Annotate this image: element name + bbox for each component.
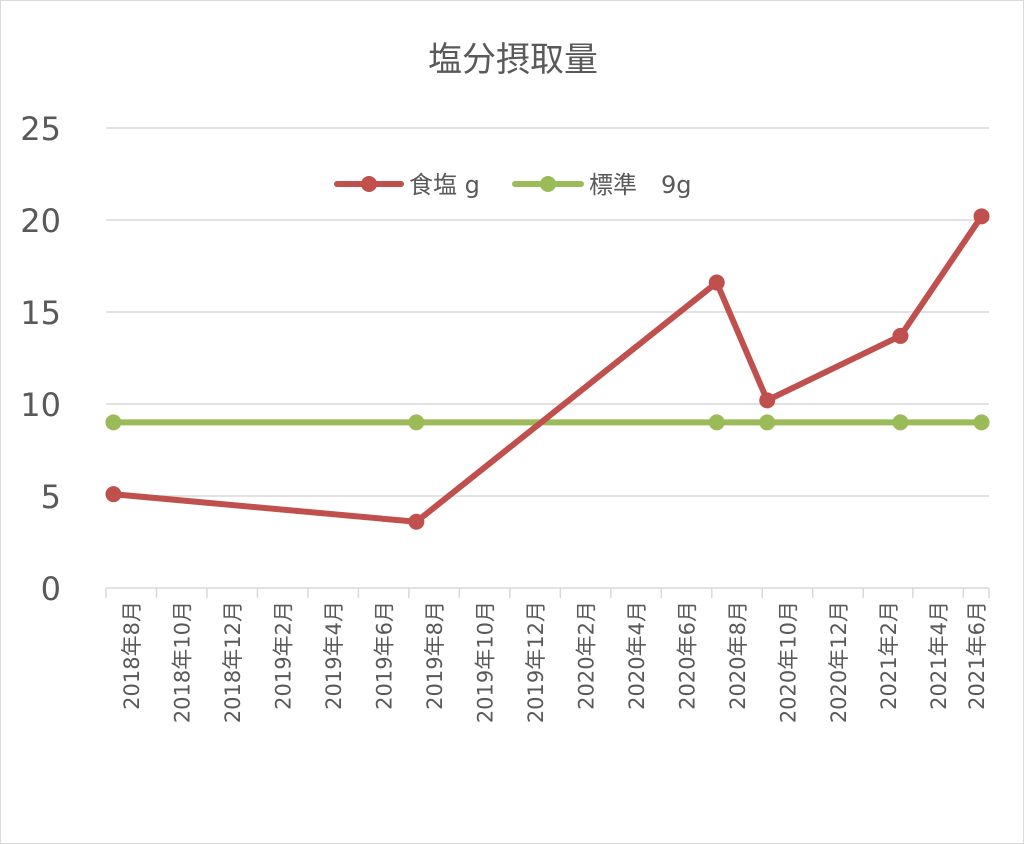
data-point-1: [105, 414, 122, 431]
data-point-0: [708, 274, 725, 291]
x-axis: 2018年8月 2018年10月 2018年12月 2019年2月 2019年4月 201…: [105, 588, 990, 723]
data-point-0: [408, 513, 425, 530]
y-tick-label: 20: [20, 202, 61, 240]
x-tick-label: 2018年12月: [221, 601, 245, 723]
x-tick-label: 2020年10月: [776, 601, 800, 723]
x-tick-label: 2019年10月: [474, 601, 498, 723]
legend-label: 標準 9g: [589, 171, 692, 199]
data-point-1: [759, 414, 776, 431]
x-tick-label: 2021年2月: [877, 601, 901, 710]
legend: 食塩 g 標準 9g: [334, 171, 692, 199]
x-tick-label: 2019年6月: [373, 601, 397, 710]
series-line-0: [110, 213, 985, 525]
y-tick-label: 15: [20, 294, 61, 332]
data-point-0: [892, 327, 909, 344]
x-tick-label: 2019年12月: [524, 601, 548, 723]
grid: [106, 127, 989, 589]
data-point-1: [408, 414, 425, 431]
data-point-0: [759, 392, 776, 409]
data-point-1: [892, 414, 909, 431]
series-group: [105, 208, 990, 530]
y-tick-label: 10: [20, 386, 61, 424]
x-tick-label: 2021年4月: [927, 601, 951, 710]
x-tick-label: 2020年6月: [676, 601, 700, 710]
data-point-0: [105, 486, 122, 503]
x-tick-label: 2020年2月: [575, 601, 599, 710]
x-tick-label: 2020年8月: [726, 601, 750, 710]
legend-swatch-marker: [540, 176, 556, 192]
x-tick-label: 2020年12月: [827, 601, 851, 723]
y-tick-label: 5: [41, 478, 61, 516]
x-tick-label: 2018年10月: [171, 601, 195, 723]
data-point-1: [973, 414, 990, 431]
x-tick-label: 2019年8月: [423, 601, 447, 710]
x-tick-label: 2019年2月: [272, 601, 296, 710]
y-tick-label: 0: [41, 570, 61, 608]
x-tick-label: 2019年4月: [322, 601, 346, 710]
legend-label: 食塩 g: [409, 171, 480, 199]
legend-swatch-marker: [361, 176, 377, 192]
y-axis-ticks: 0 5 10 15 20 25: [20, 110, 61, 608]
data-point-0: [973, 208, 990, 225]
x-tick-label: 2021年6月: [965, 601, 989, 710]
chart-title: 塩分摂取量: [428, 40, 598, 80]
x-tick-label: 2018年8月: [120, 601, 144, 710]
y-tick-label: 25: [20, 110, 61, 148]
x-tick-label: 2020年4月: [625, 601, 649, 710]
data-point-1: [708, 414, 725, 431]
